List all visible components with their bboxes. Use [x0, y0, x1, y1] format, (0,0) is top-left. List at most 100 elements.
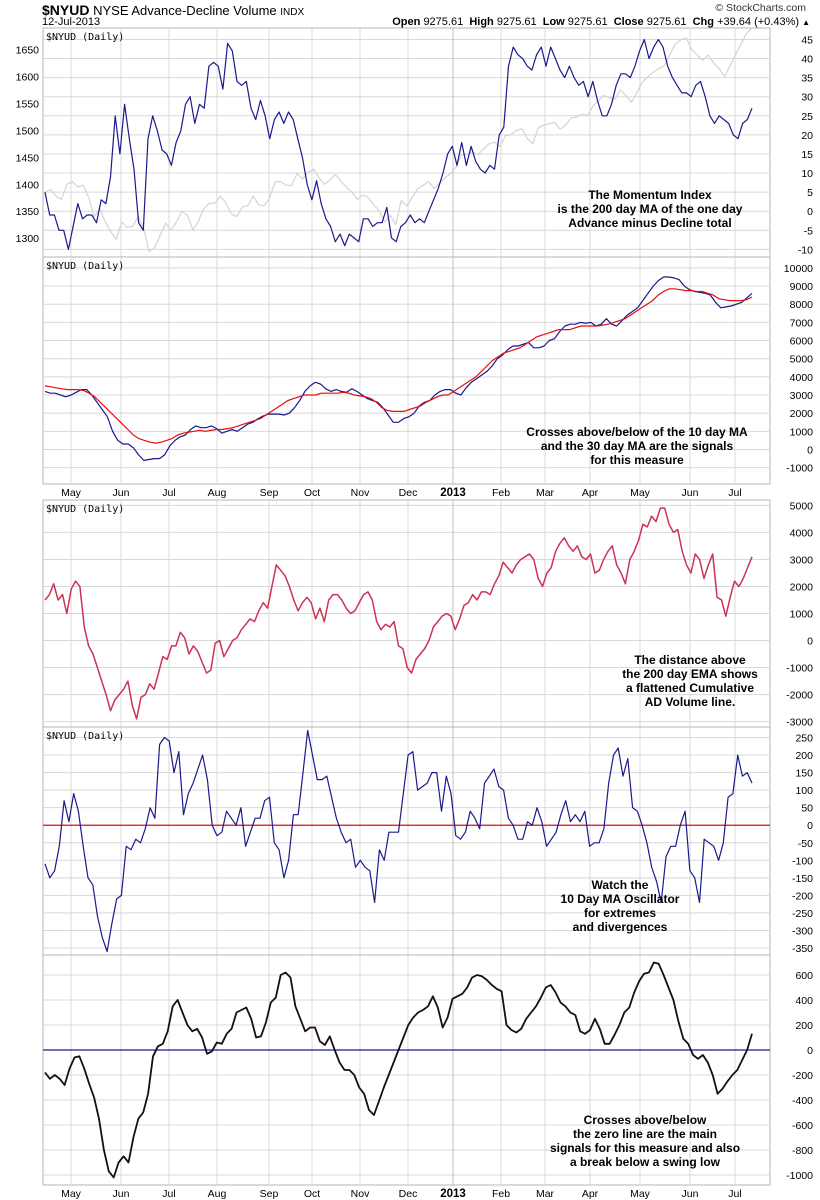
x-axis-tick-label: Oct [304, 1188, 320, 1200]
chart-title: $NYUD NYSE Advance-Decline Volume INDX [42, 2, 304, 18]
up-triangle-icon: ▲ [802, 18, 810, 27]
series-line-2-2 [44, 288, 753, 444]
right-axis-tick-label: 250 [795, 733, 813, 745]
annotation-line: AD Volume line. [644, 695, 736, 709]
x-axis-tick-label: May [61, 1188, 82, 1200]
panel-label: $NYUD (Daily) [46, 261, 124, 272]
right-axis-tick-label: 20 [801, 130, 813, 142]
copyright: © StockCharts.com [715, 2, 806, 14]
low-label: Low [542, 16, 565, 28]
right-axis-tick-label: 1000 [790, 609, 814, 621]
right-axis-tick-label: 10000 [784, 263, 813, 275]
annotation-line: the 200 day EMA shows [622, 667, 758, 681]
annotation-line: Crosses above/below of the 10 day MA [526, 425, 748, 439]
annotation-line: Advance minus Decline total [568, 216, 732, 230]
x-axis-tick-label: Apr [582, 487, 599, 499]
right-axis-tick-label: 0 [807, 820, 813, 832]
right-axis-tick-label: -1000 [786, 463, 813, 475]
x-axis-tick-label: Jun [682, 1188, 699, 1200]
x-axis-tick-label: Aug [208, 1188, 227, 1200]
annotation-line: The distance above [634, 653, 746, 667]
right-axis-tick-label: 35 [801, 73, 813, 85]
right-axis-tick-label: -3000 [786, 717, 813, 729]
chart-date: 12-Jul-2013 [42, 16, 101, 28]
right-axis-tick-label: -100 [792, 855, 813, 867]
x-axis-tick-label: Nov [351, 487, 370, 499]
high-value: 9275.61 [496, 16, 537, 28]
right-axis-tick-label: -350 [792, 943, 813, 955]
right-axis-tick-label: -200 [792, 1070, 813, 1082]
x-axis-tick-label: Jun [682, 487, 699, 499]
right-axis-tick-label: -5 [804, 225, 813, 237]
right-axis-tick-label: 7000 [790, 317, 814, 329]
panel-label: $NYUD (Daily) [46, 731, 124, 742]
close-label: Close [613, 16, 644, 28]
series-line-2-1 [44, 276, 753, 461]
symbol: $NYUD [42, 2, 90, 18]
annotation-line: a break below a swing low [569, 1155, 721, 1169]
right-axis-tick-label: -50 [798, 838, 813, 850]
right-axis-tick-label: 45 [801, 34, 813, 46]
chg-value: +39.64 (+0.43%) [717, 16, 800, 28]
right-axis-tick-label: 5000 [790, 354, 814, 366]
annotation-line: the zero line are the main [572, 1127, 718, 1141]
right-axis-tick-label: 2000 [790, 581, 814, 593]
right-axis-tick-label: 10 [801, 168, 813, 180]
x-axis-tick-label: May [630, 1188, 651, 1200]
annotation-note: Crosses above/below the zero line are the… [495, 1113, 795, 1169]
annotation-line: is the 200 day MA of the one day [557, 202, 743, 216]
x-axis-tick-label: 2013 [440, 1188, 466, 1200]
open-value: 9275.61 [423, 16, 464, 28]
right-axis-tick-label: 3000 [790, 390, 814, 402]
right-axis-tick-label: 15 [801, 149, 813, 161]
right-axis-tick-label: 50 [801, 803, 813, 815]
series-line-3-1 [44, 507, 753, 720]
x-axis-tick-label: Jun [113, 487, 130, 499]
annotation-note: The distance above the 200 day EMA shows a… [540, 653, 820, 709]
annotation-note: The Momentum Index is the 200 day MA of t… [500, 188, 800, 230]
panel-frame [42, 954, 771, 1186]
panel-label: $NYUD (Daily) [46, 32, 124, 43]
panel-frame [42, 256, 771, 485]
left-axis-tick-label: 1650 [16, 45, 40, 57]
x-axis-tick-label: Jul [728, 1188, 741, 1200]
right-axis-tick-label: 400 [795, 995, 813, 1007]
right-axis-tick-label: 0 [807, 636, 813, 648]
annotation-line: Crosses above/below [583, 1113, 707, 1127]
right-axis-tick-label: -600 [792, 1120, 813, 1132]
right-axis-tick-label: 200 [795, 750, 813, 762]
x-axis-tick-label: Mar [536, 1188, 555, 1200]
panel-5 [42, 954, 771, 1186]
left-axis-tick-label: 1300 [16, 233, 40, 245]
x-axis-tick-label: Feb [492, 487, 510, 499]
series-line-4-1 [44, 729, 753, 953]
right-axis-tick-label: 6000 [790, 336, 814, 348]
x-axis-tick-label: Dec [399, 1188, 418, 1200]
x-axis-tick-label: Apr [582, 1188, 599, 1200]
right-axis-tick-label: 2000 [790, 408, 814, 420]
x-axis-tick-label: Dec [399, 487, 418, 499]
right-axis-tick-label: 0 [807, 1045, 813, 1057]
right-axis-tick-label: -300 [792, 925, 813, 937]
x-axis-tick-label: Feb [492, 1188, 510, 1200]
right-axis-tick-label: -200 [792, 890, 813, 902]
right-axis-tick-label: -150 [792, 873, 813, 885]
x-axis-tick-label: Sep [260, 487, 279, 499]
right-axis-tick-label: 25 [801, 111, 813, 123]
annotation-note: Crosses above/below of the 10 day MA and … [487, 425, 787, 467]
right-axis-tick-label: 5000 [790, 500, 814, 512]
right-axis-tick-label: -2000 [786, 690, 813, 702]
left-axis-tick-label: 1350 [16, 206, 40, 218]
annotation-line: a flattened Cumulative [625, 681, 755, 695]
x-axis-tick-label: Aug [208, 487, 227, 499]
series-line-5-1 [44, 961, 753, 1179]
exchange: INDX [280, 7, 305, 18]
x-axis-tick-label: Mar [536, 487, 555, 499]
annotation-line: and divergences [572, 920, 668, 934]
right-axis-tick-label: 4000 [790, 372, 814, 384]
series-line-1-2 [44, 38, 753, 250]
right-axis-tick-label: 3000 [790, 554, 814, 566]
x-axis-tick-label: Sep [260, 1188, 279, 1200]
right-axis-tick-label: -250 [792, 908, 813, 920]
right-axis-tick-label: 600 [795, 970, 813, 982]
